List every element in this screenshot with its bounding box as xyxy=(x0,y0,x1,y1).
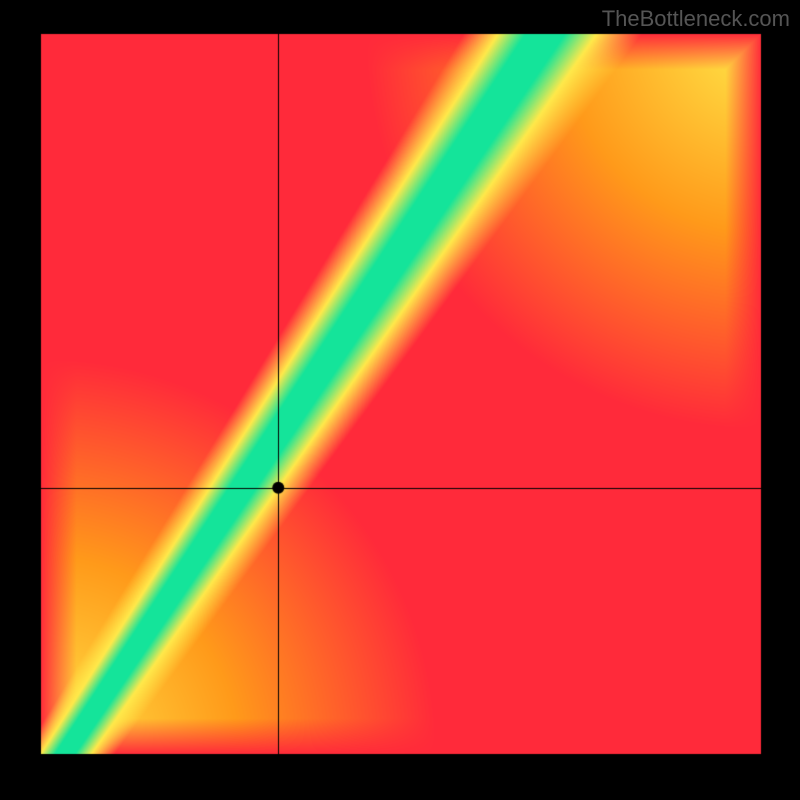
watermark-text: TheBottleneck.com xyxy=(602,6,790,32)
chart-container: TheBottleneck.com xyxy=(0,0,800,800)
heatmap-canvas xyxy=(0,0,800,800)
